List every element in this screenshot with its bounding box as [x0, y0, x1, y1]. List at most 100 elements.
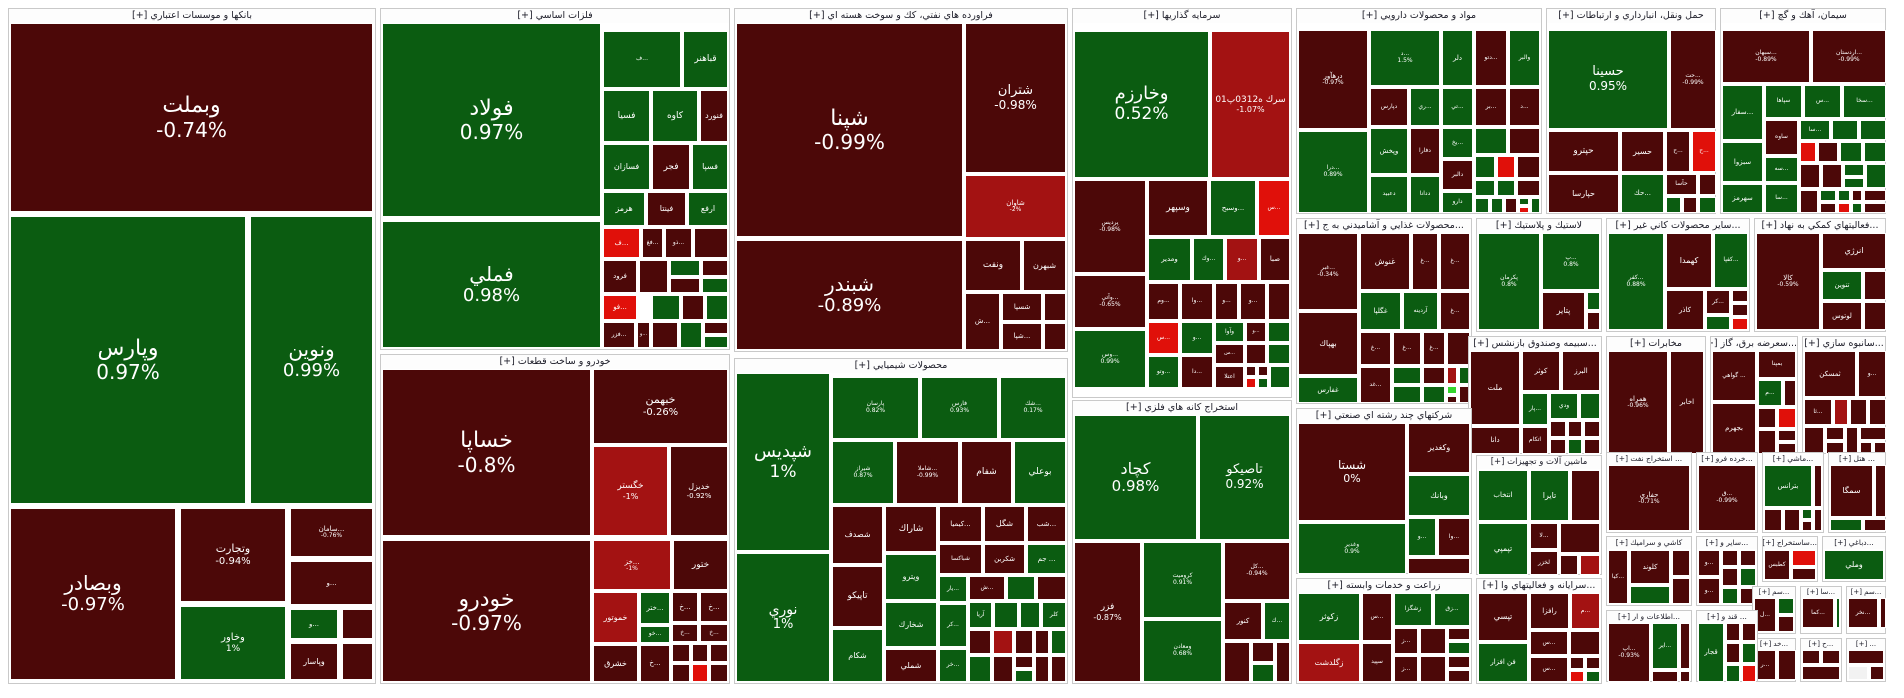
- treemap-cell[interactable]: [1666, 197, 1681, 213]
- treemap-cell[interactable]: [1852, 203, 1862, 213]
- treemap-cell[interactable]: بوعلي: [1014, 441, 1066, 504]
- treemap-cell[interactable]: [1778, 408, 1796, 428]
- sector-title[interactable]: كاشي و سراميك [+]: [1607, 537, 1691, 549]
- sector-title[interactable]: بانكها و موسسات اعتباري [+]: [9, 9, 375, 23]
- treemap-cell[interactable]: ...س: [1148, 322, 1179, 354]
- treemap-cell[interactable]: ...ح: [1692, 131, 1716, 172]
- treemap-cell[interactable]: وپارس 0.97%: [10, 216, 246, 504]
- treemap-cell[interactable]: ساوه: [1765, 120, 1798, 155]
- treemap-cell[interactable]: [706, 295, 728, 320]
- treemap-cell[interactable]: ...اپ -0.93%: [1608, 623, 1650, 682]
- treemap-cell[interactable]: [1818, 142, 1838, 162]
- treemap-cell[interactable]: ...و: [1246, 322, 1266, 342]
- treemap-cell[interactable]: فنورد: [700, 90, 728, 142]
- treemap-cell[interactable]: ...شاملا -0.99%: [896, 441, 959, 504]
- treemap-cell[interactable]: سبزوا: [1722, 142, 1763, 182]
- treemap-cell[interactable]: سرك ه0312پ01 -1.07%: [1211, 31, 1290, 178]
- treemap-cell[interactable]: وتجارت -0.94%: [180, 508, 286, 602]
- treemap-cell[interactable]: ...س: [1530, 657, 1568, 682]
- treemap-cell[interactable]: ...غ: [1423, 332, 1445, 365]
- treemap-cell[interactable]: [1836, 598, 1840, 628]
- sector-title[interactable]: ...ماشي [+]: [1763, 453, 1823, 465]
- treemap-cell[interactable]: دالبر: [1442, 160, 1473, 190]
- treemap-cell[interactable]: دلر: [1442, 30, 1473, 86]
- treemap-cell[interactable]: لوتوس: [1822, 302, 1862, 330]
- treemap-cell[interactable]: فسيا: [603, 90, 650, 142]
- treemap-cell[interactable]: ...كل -0.94%: [1224, 542, 1290, 600]
- treemap-cell[interactable]: تنوين: [1822, 271, 1862, 300]
- treemap-cell[interactable]: ...وس 0.99%: [1074, 330, 1146, 388]
- treemap-cell[interactable]: [1784, 380, 1796, 406]
- sector-title[interactable]: سرمايه گذاريها [+]: [1073, 9, 1291, 23]
- treemap-cell[interactable]: [1784, 509, 1800, 531]
- treemap-cell[interactable]: [1051, 630, 1066, 654]
- treemap-cell[interactable]: ...يخ: [1442, 128, 1473, 158]
- treemap-cell[interactable]: ...و: [290, 561, 373, 605]
- treemap-cell[interactable]: ...كفپا: [1714, 233, 1748, 288]
- treemap-cell[interactable]: زكوثر: [1298, 593, 1360, 641]
- treemap-cell[interactable]: ...شك 0.17%: [1000, 377, 1066, 439]
- treemap-cell[interactable]: ...غبر -0.34%: [1298, 233, 1358, 310]
- treemap-cell[interactable]: سمگا: [1830, 465, 1873, 517]
- treemap-cell[interactable]: نوري 1%: [736, 553, 830, 682]
- sector-title[interactable]: ...ساير محصولات كاني غير [+]: [1607, 219, 1749, 233]
- sector-title[interactable]: مواد و محصولات دارويي [+]: [1297, 9, 1541, 23]
- treemap-cell[interactable]: [1007, 576, 1035, 600]
- treemap-cell[interactable]: ...د 1.5%: [1370, 30, 1440, 86]
- treemap-cell[interactable]: ...خ: [700, 624, 728, 642]
- sector-title[interactable]: ...خرده فرو [+]: [1697, 453, 1757, 465]
- treemap-cell[interactable]: كوثر: [1522, 351, 1560, 391]
- treemap-cell[interactable]: سپيد: [1362, 643, 1392, 682]
- treemap-cell[interactable]: [1531, 198, 1540, 213]
- treemap-cell[interactable]: [1814, 509, 1822, 531]
- treemap-cell[interactable]: [1509, 128, 1540, 154]
- sector-title[interactable]: ...سا [+]: [1801, 587, 1841, 598]
- treemap-cell[interactable]: وملي: [1824, 550, 1884, 580]
- treemap-cell[interactable]: [1864, 142, 1886, 162]
- treemap-cell[interactable]: شخارك: [885, 602, 937, 647]
- treemap-cell[interactable]: [1580, 555, 1600, 575]
- treemap-cell[interactable]: [1568, 421, 1582, 437]
- treemap-cell[interactable]: ...خ: [640, 645, 670, 682]
- treemap-cell[interactable]: همراه -0.96%: [1608, 351, 1668, 454]
- treemap-cell[interactable]: فن افزار: [1478, 643, 1528, 682]
- treemap-cell[interactable]: انتخاب: [1478, 470, 1528, 521]
- treemap-cell[interactable]: ...كفر 0.88%: [1608, 233, 1664, 330]
- treemap-cell[interactable]: كطبس: [1764, 550, 1790, 580]
- treemap-cell[interactable]: خديزل -0.92%: [670, 446, 728, 536]
- treemap-cell[interactable]: ...وم: [1148, 283, 1179, 320]
- treemap-cell[interactable]: [993, 656, 1013, 682]
- treemap-cell[interactable]: ...لا: [1530, 523, 1558, 549]
- treemap-cell[interactable]: [1830, 519, 1862, 531]
- sector-title[interactable]: لاستيك و پلاستيك [+]: [1477, 219, 1601, 233]
- treemap-cell[interactable]: ...غد: [1360, 367, 1391, 403]
- treemap-cell[interactable]: ...و: [290, 609, 338, 639]
- treemap-cell[interactable]: قجار: [1698, 623, 1724, 682]
- sector-title[interactable]: ...محصولات غذايي و آشاميدني به ج [+]: [1297, 219, 1471, 233]
- treemap-cell[interactable]: [1850, 399, 1867, 425]
- treemap-cell[interactable]: ...غ: [1412, 233, 1438, 290]
- treemap-cell[interactable]: وبانك: [1408, 475, 1470, 516]
- treemap-cell[interactable]: ...ق -0.99%: [1698, 465, 1756, 531]
- treemap-cell[interactable]: [1519, 207, 1529, 213]
- treemap-cell[interactable]: [1860, 120, 1886, 140]
- treemap-cell[interactable]: [1800, 164, 1820, 188]
- treemap-cell[interactable]: ...ري: [1410, 88, 1440, 126]
- treemap-cell[interactable]: ...غ: [1360, 332, 1391, 365]
- treemap-cell[interactable]: كاذر: [1666, 290, 1704, 330]
- treemap-cell[interactable]: ...كر: [939, 604, 967, 647]
- sector-title[interactable]: استخراج كانه هاي فلزي [+]: [1073, 401, 1291, 415]
- treemap-cell[interactable]: [652, 322, 678, 348]
- treemap-cell[interactable]: ...س: [1362, 593, 1392, 641]
- treemap-cell[interactable]: [1820, 190, 1836, 201]
- treemap-cell[interactable]: ثمسكن: [1804, 351, 1856, 397]
- treemap-cell[interactable]: وپخش: [1370, 128, 1408, 174]
- sector-title[interactable]: فلزات اساسي [+]: [381, 9, 729, 23]
- treemap-cell[interactable]: تپسي: [1478, 593, 1528, 641]
- treemap-cell[interactable]: شبهرن: [1023, 240, 1066, 291]
- treemap-cell[interactable]: فينتا: [647, 192, 686, 226]
- sector-title[interactable]: ...اطلاعات و ار [+]: [1607, 611, 1691, 623]
- treemap-cell[interactable]: شملي: [885, 649, 937, 682]
- treemap-cell[interactable]: ...و: [1226, 238, 1258, 281]
- treemap-cell[interactable]: [1699, 197, 1716, 213]
